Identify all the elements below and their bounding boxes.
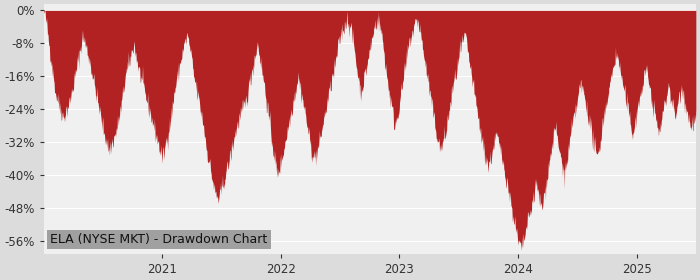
Text: ELA (NYSE MKT) - Drawdown Chart: ELA (NYSE MKT) - Drawdown Chart	[50, 233, 267, 246]
